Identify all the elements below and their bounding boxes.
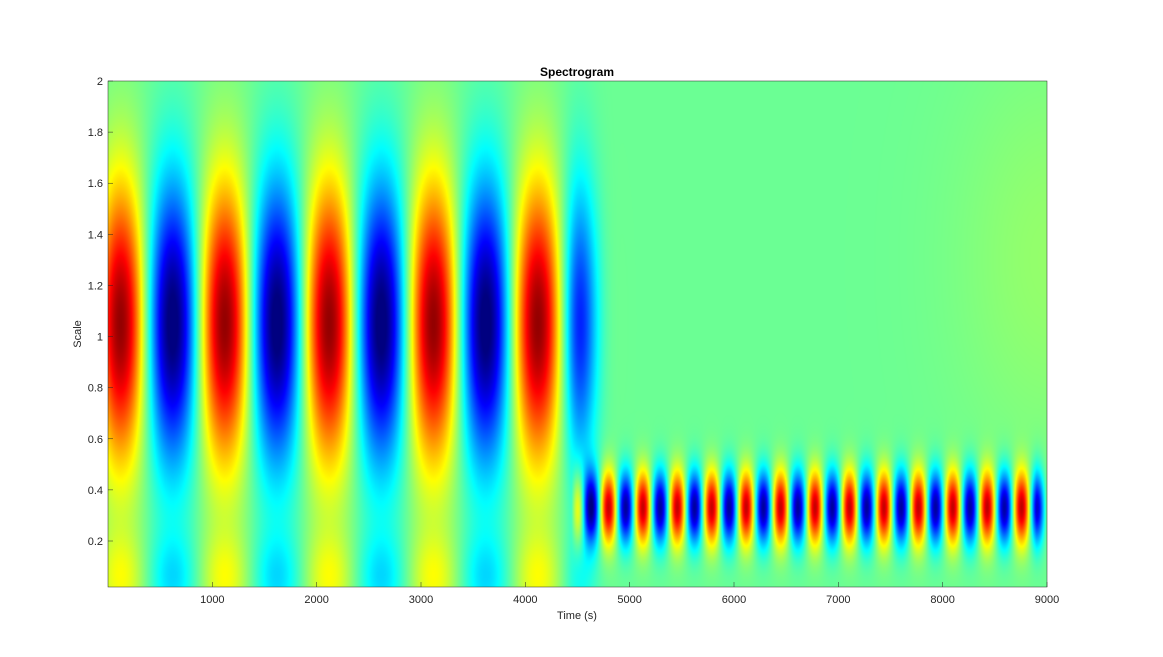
y-tick-label: 1.6 (88, 178, 103, 190)
heatmap-area (108, 81, 1047, 587)
y-tick-label: 0.2 (88, 536, 103, 548)
x-tick-label: 1000 (200, 594, 224, 606)
x-tick-label: 7000 (826, 594, 850, 606)
y-tick-label: 1.4 (88, 229, 103, 241)
y-axis: 0.2 0.4 0.6 0.8 1 1.2 1.4 1.6 1.8 2 (88, 76, 113, 548)
x-tick-label: 5000 (617, 594, 641, 606)
x-axis-label: Time (s) (557, 610, 597, 622)
y-tick-label: 1.8 (88, 127, 103, 139)
y-tick-label: 0.8 (88, 383, 103, 395)
x-axis: 1000 2000 3000 4000 5000 6000 7000 8000 9000 (200, 582, 1059, 606)
y-tick-label: 1.2 (88, 280, 103, 292)
y-axis-label: Scale (72, 320, 84, 348)
x-tick-label: 4000 (513, 594, 537, 606)
plot-frame (107, 80, 1048, 588)
y-tick-label: 1 (97, 332, 103, 344)
y-tick-label: 0.6 (88, 434, 103, 446)
chart-title: Spectrogram (540, 65, 614, 79)
x-tick-label: 3000 (409, 594, 433, 606)
y-tick-label: 0.4 (88, 485, 103, 497)
y-tick-label: 2 (97, 76, 103, 88)
x-tick-label: 9000 (1035, 594, 1059, 606)
x-tick-label: 2000 (304, 594, 328, 606)
x-tick-label: 8000 (930, 594, 954, 606)
x-tick-label: 6000 (722, 594, 746, 606)
